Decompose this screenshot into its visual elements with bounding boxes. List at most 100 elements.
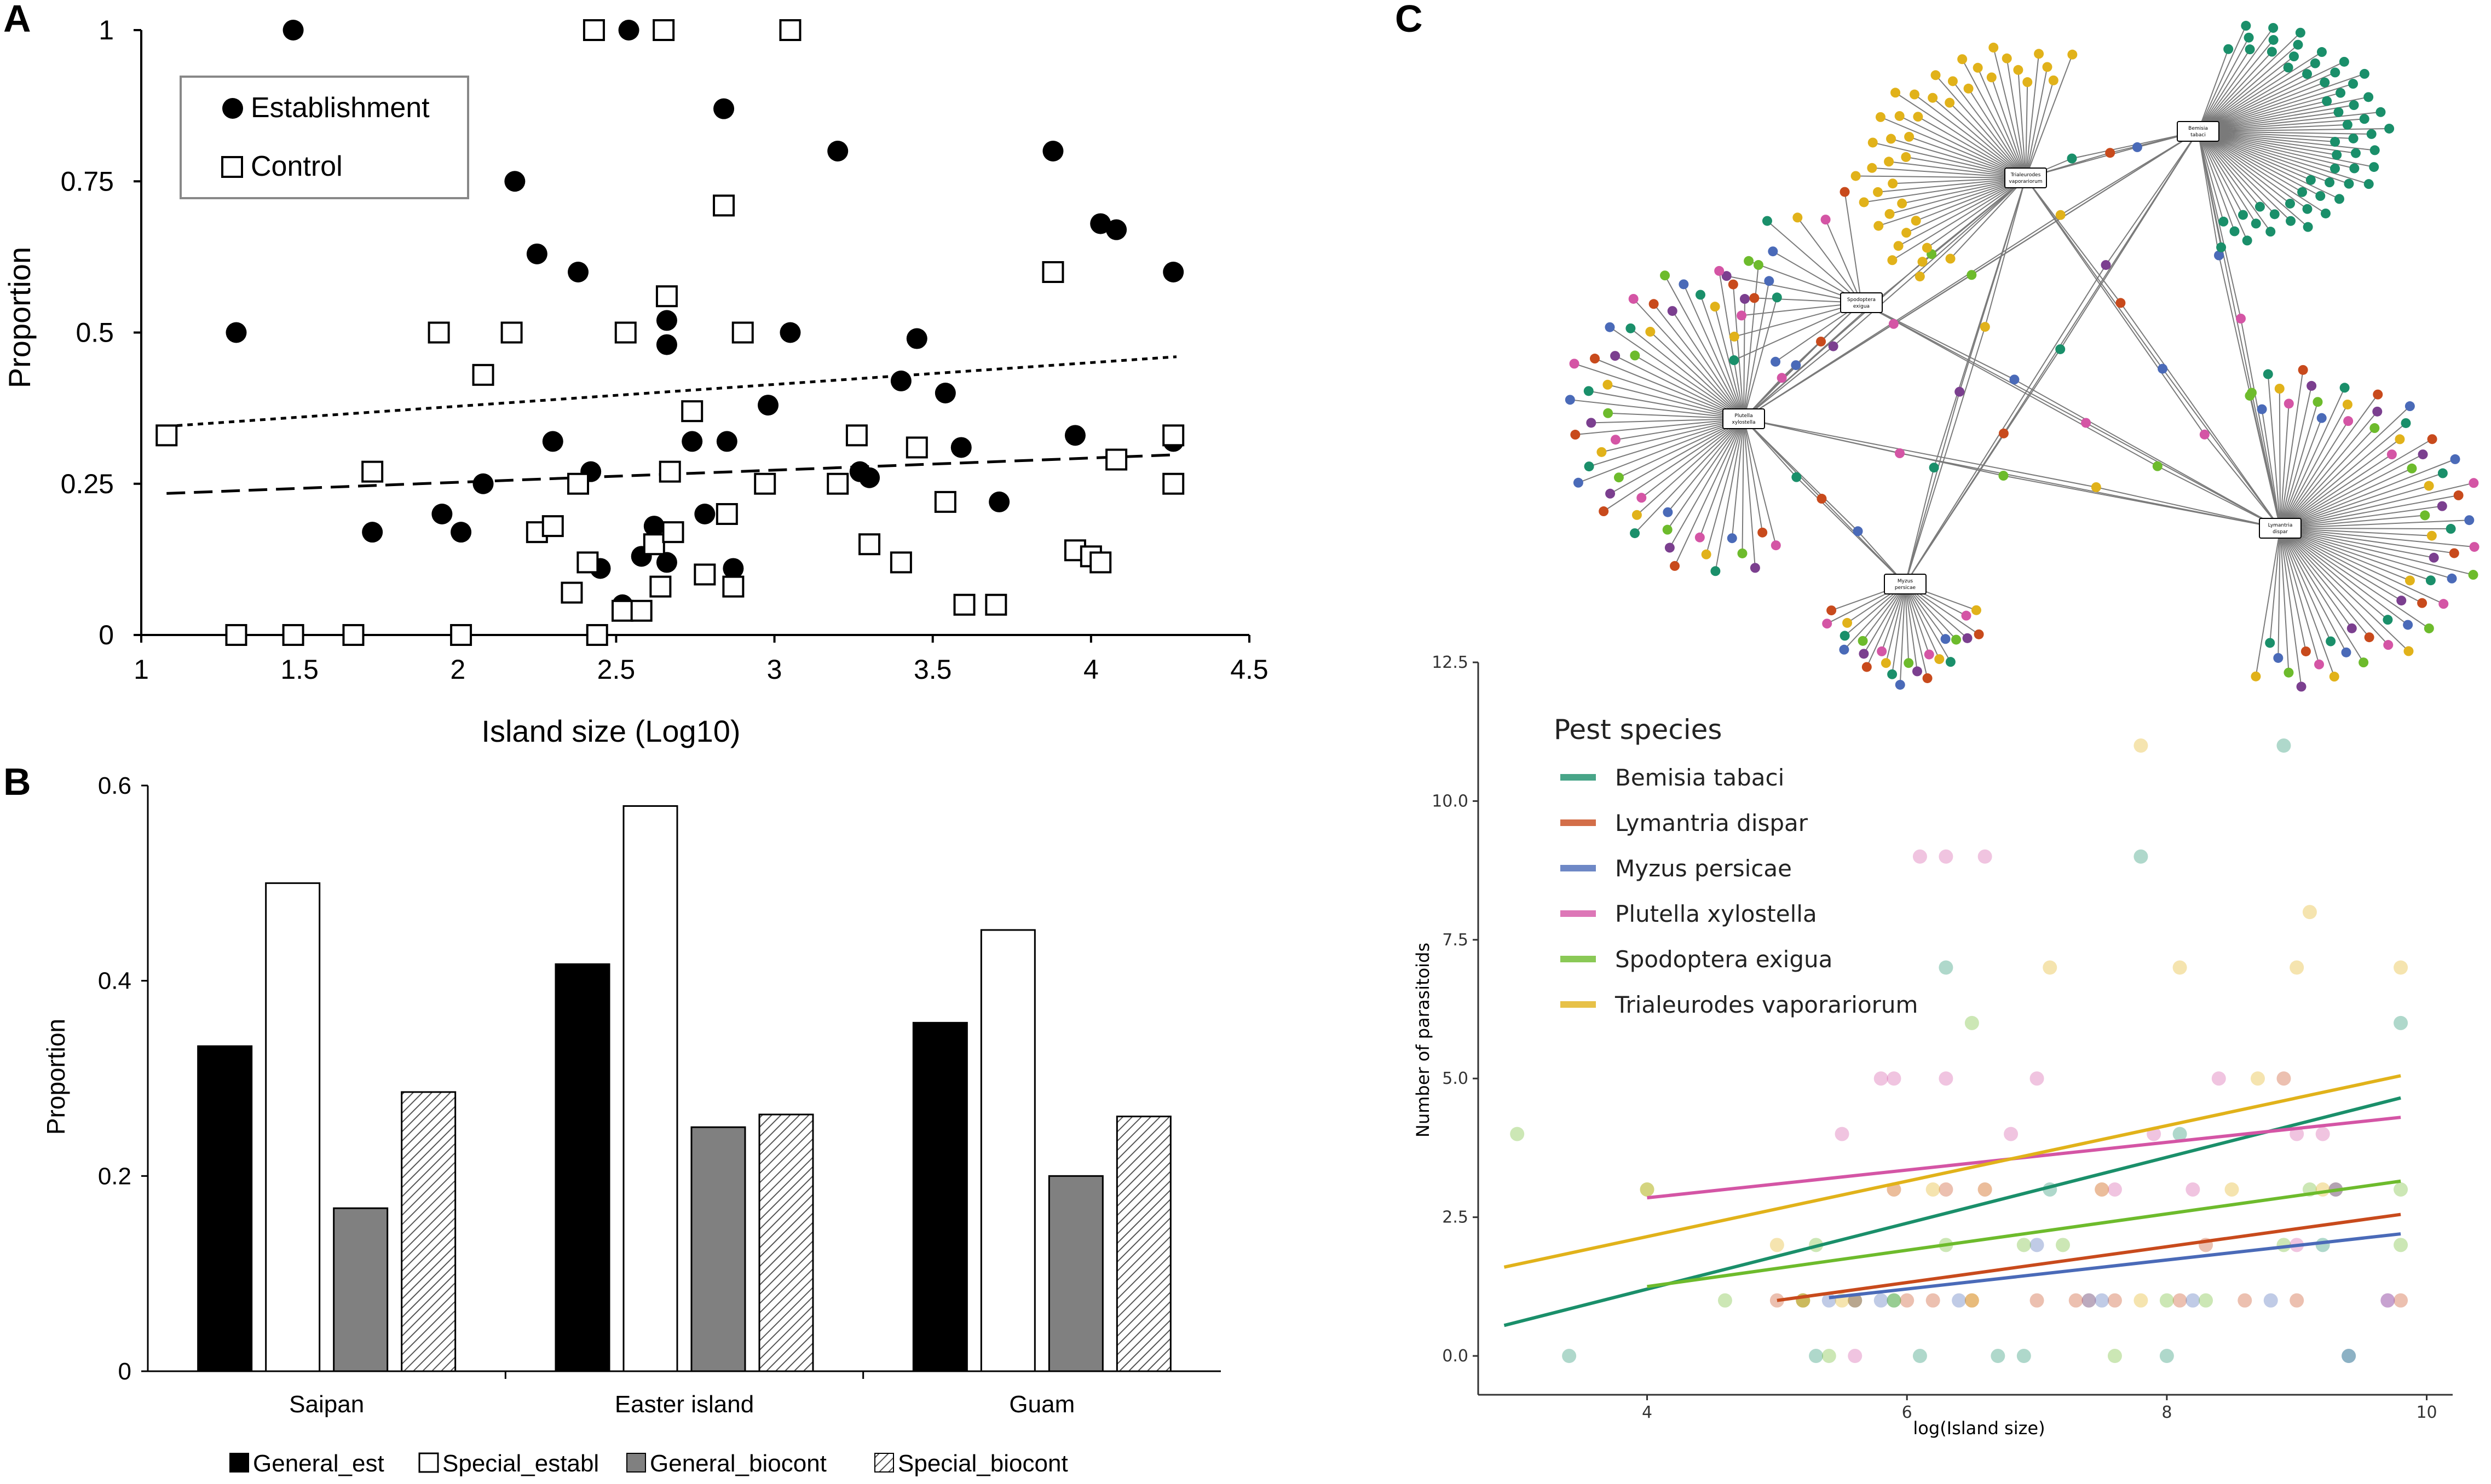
panel-b-axes: 0 0.2 0.4 0.6 Saipan Easter island Guam: [98, 772, 1221, 1418]
network-parasitoid-node: [1986, 72, 1997, 83]
network-edge: [2280, 454, 2392, 529]
network-parasitoid-node: [2386, 449, 2397, 460]
point-control: [1042, 261, 1064, 283]
network-parasitoid-node: [2244, 32, 2254, 43]
network-edge: [2198, 131, 2326, 214]
network-parasitoid-node: [2314, 659, 2325, 669]
network-edge: [1932, 97, 2026, 178]
network-edge: [1610, 418, 1744, 494]
network-parasitoid-node: [1602, 379, 1613, 390]
point-control: [906, 436, 928, 459]
network-parasitoid-node: [2257, 404, 2267, 414]
network-edge: [1570, 399, 1744, 419]
point-control: [611, 599, 633, 622]
network-nodes: [1565, 21, 2480, 692]
panel-a-x-tick-label: 1: [134, 654, 149, 685]
network-parasitoid-node: [1888, 178, 1898, 189]
network-edge: [2280, 406, 2411, 529]
panel-c-y-tick-label: 10.0: [1432, 792, 1468, 811]
network-parasitoid-node: [2341, 647, 2351, 657]
network-parasitoid-node: [2369, 423, 2380, 434]
network-edge: [1933, 177, 2026, 468]
legend-label-general-biocont: General_biocont: [650, 1450, 827, 1477]
network-parasitoid-node: [2214, 250, 2224, 261]
panel-b-category-label: Easter island: [615, 1391, 754, 1418]
panel-c-trendlines: [1503, 1074, 2401, 1327]
network-parasitoid-node: [1737, 310, 1747, 321]
network-parasitoid-node: [1565, 395, 1575, 405]
network-edge: [1743, 418, 1756, 568]
point-control: [655, 285, 678, 308]
network-parasitoid-node: [1729, 331, 1739, 342]
network-parasitoid-node: [1945, 657, 1956, 667]
network-parasitoid-node: [1648, 299, 1659, 309]
network-edge: [1872, 142, 2026, 178]
bar-special-biocont-easter-island: [758, 1113, 814, 1372]
point-plutella-xylostella: [1848, 1349, 1863, 1364]
network-edge: [1743, 297, 1778, 419]
network-edge: [2198, 131, 2291, 222]
network-edge: [2280, 394, 2379, 529]
point-plutella-xylostella: [1835, 1127, 1849, 1141]
network-edge: [1743, 345, 1834, 419]
network-parasitoid-node: [1947, 76, 1958, 86]
network-parasitoid-node: [2293, 39, 2303, 50]
bar-general-est-guam: [912, 1021, 968, 1372]
network-parasitoid-node: [2009, 374, 2020, 385]
legend-swatch-special-establ: [418, 1452, 439, 1473]
point-spodoptera-exigua: [1887, 1293, 1901, 1308]
point-control: [586, 624, 608, 646]
network-edge: [2198, 131, 2375, 151]
panel-a-axes: 1 1.5 2 2.5 3 3.5 4 4.5 0 0.25 0.5 0.75 1: [61, 15, 1268, 685]
network-edge: [2280, 528, 2389, 645]
network-edge: [2025, 80, 2054, 178]
network-parasitoid-node: [1570, 430, 1581, 440]
network-parasitoid-node: [1610, 435, 1621, 445]
point-establishment: [656, 310, 677, 331]
point-myzus-persicae: [2029, 1238, 2044, 1252]
bar-special-biocont-saipan: [401, 1091, 457, 1372]
point-lymantria-dispar: [1964, 1293, 1979, 1308]
network-parasitoid-node: [1867, 163, 1877, 173]
network-hub-label: Lymantria: [2268, 523, 2293, 528]
point-plutella-xylostella: [2211, 1071, 2226, 1086]
network-parasitoid-node: [2403, 646, 2414, 656]
point-bemisia-tabaci: [2394, 1015, 2408, 1030]
point-establishment: [282, 20, 304, 41]
network-hub-label: Spodoptera: [1847, 297, 1876, 303]
network-edge: [1899, 584, 1906, 685]
point-myzus-persicae: [2186, 1293, 2200, 1308]
network-edge: [1743, 281, 1770, 419]
point-spodoptera-exigua: [1717, 1293, 1732, 1308]
network-edge: [2280, 528, 2389, 620]
panel-a-x-tick-label: 2: [450, 654, 465, 685]
network-edge: [1731, 418, 1744, 539]
legend-label-control: Control: [251, 151, 343, 182]
network-edge: [2198, 131, 2241, 319]
point-control: [561, 581, 583, 604]
network-parasitoid-node: [1584, 461, 1594, 472]
network-edge: [2280, 438, 2433, 529]
network-hub-label: Plutella: [1734, 413, 1752, 419]
network-edge: [2280, 528, 2454, 554]
network-edge: [2198, 105, 2354, 132]
network-parasitoid-node: [1791, 360, 1801, 371]
panel-a-y-tick-label: 1: [99, 15, 114, 45]
network-parasitoid-node: [1753, 260, 1763, 270]
network-parasitoid-node: [1589, 354, 1600, 364]
network-parasitoid-node: [2384, 123, 2395, 134]
network-edge: [1905, 584, 1930, 655]
network-parasitoid-node: [2468, 570, 2478, 580]
network-parasitoid-node: [1817, 494, 1827, 504]
network-parasitoid-node: [2348, 133, 2359, 143]
network-parasitoid-node: [2424, 623, 2434, 633]
network-parasitoid-node: [2236, 314, 2246, 324]
network-parasitoid-node: [2359, 68, 2369, 79]
network-edge: [1743, 418, 2004, 476]
network-parasitoid-node: [2469, 478, 2479, 488]
network-parasitoid-node: [2404, 575, 2415, 586]
network-parasitoid-node: [1630, 528, 1640, 539]
point-control: [845, 424, 868, 447]
network-edge: [1898, 177, 2026, 247]
